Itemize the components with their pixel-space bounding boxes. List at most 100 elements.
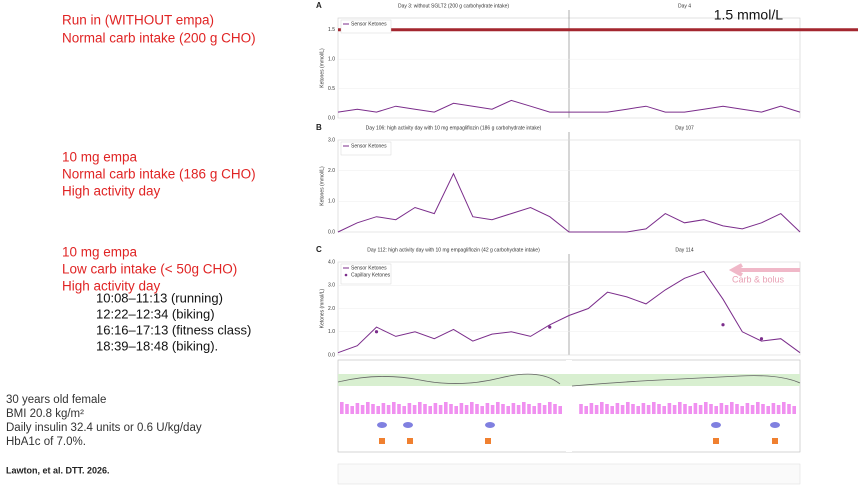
capillary-point: [759, 337, 764, 341]
insulin-bar: [360, 405, 365, 414]
insulin-bar: [464, 405, 469, 414]
capillary-point: [548, 325, 552, 329]
insulin-bar: [584, 406, 588, 414]
legend-label: Capillary Ketones: [351, 272, 391, 278]
y-axis-label: Ketones (mmol/L): [319, 48, 325, 88]
insulin-bar: [537, 403, 542, 414]
insulin-bar: [704, 402, 708, 414]
y-axis-label: Ketones (mmol/L): [319, 288, 325, 328]
ketone-line: [337, 172, 801, 233]
condition-text: Normal carb intake (200 g CHO): [62, 31, 256, 46]
insulin-bar: [610, 406, 614, 414]
insulin-bar: [381, 403, 386, 414]
insulin-bar: [636, 406, 640, 414]
insulin-bar: [444, 402, 448, 414]
citation: Lawton, et al. DTT. 2026.: [6, 465, 110, 475]
legend-box: [340, 263, 392, 285]
panel-label: C: [316, 245, 322, 254]
insulin-bar: [418, 402, 422, 414]
event-marker: [485, 422, 495, 428]
insulin-bar: [470, 402, 474, 414]
insulin-bar: [787, 404, 791, 414]
annotation-arrow: [728, 263, 800, 277]
event-marker: [770, 422, 780, 428]
capillary-point: [374, 330, 379, 334]
insulin-bar: [522, 402, 526, 414]
y-tick-label: 1.5: [328, 27, 335, 33]
insulin-bar: [516, 405, 521, 414]
insulin-bar: [782, 402, 786, 414]
insulin-bar: [667, 403, 672, 414]
legend-box: [340, 141, 392, 156]
legend-swatch: [344, 273, 348, 277]
chart-title: Day 112: high activity day with 10 mg em…: [367, 247, 540, 253]
insulin-bar: [683, 404, 687, 414]
insulin-bar: [766, 406, 770, 414]
y-tick-label: 0.0: [328, 229, 335, 235]
activity-text: 16:16–17:13 (fitness class): [96, 322, 251, 337]
insulin-bar: [392, 402, 396, 414]
insulin-bar: [698, 405, 703, 414]
insulin-bar: [402, 406, 406, 414]
insulin-bar: [438, 405, 443, 414]
insulin-bar: [506, 406, 510, 414]
insulin-bar: [641, 403, 646, 414]
insulin-bar: [626, 402, 630, 414]
insulin-bar: [719, 403, 724, 414]
insulin-bar: [594, 405, 599, 414]
insulin-bar: [589, 403, 594, 414]
insulin-bar: [662, 406, 666, 414]
insulin-bar: [511, 403, 516, 414]
insulin-bar: [542, 405, 547, 414]
patient-text: 30 years old female: [6, 394, 106, 406]
insulin-bar: [371, 404, 375, 414]
y-tick-label: 4.0: [328, 259, 335, 265]
chart-title: Day 3: without SGLT2 (200 g carbohydrate…: [398, 3, 509, 9]
insulin-bar: [792, 406, 796, 414]
insulin-bar: [730, 402, 734, 414]
legend-label: Sensor Ketones: [351, 21, 387, 27]
patient-text: Daily insulin 32.4 units or 0.6 U/kg/day: [6, 422, 202, 434]
y-tick-label: 2.0: [328, 306, 335, 312]
carb-marker: [713, 438, 719, 444]
chart-title: Day 114: [675, 247, 693, 253]
capillary-point: [721, 323, 725, 327]
activity-text: 10:08–11:13 (running): [96, 290, 223, 305]
y-tick-label: 1.0: [328, 199, 335, 205]
insulin-bar: [605, 404, 609, 414]
y-axis-label: Ketones (mmol/L): [319, 166, 325, 206]
insulin-bar: [724, 405, 729, 414]
insulin-bar: [376, 406, 380, 414]
insulin-bar: [454, 406, 458, 414]
chart-title: Day 106: high activity day with 10 mg em…: [366, 125, 542, 131]
insulin-bar: [776, 405, 781, 414]
insulin-bar: [501, 404, 505, 414]
insulin-bar: [735, 404, 739, 414]
panel-label: B: [316, 123, 322, 132]
insulin-bar: [620, 405, 625, 414]
condition-text: Normal carb intake (186 g CHO): [62, 167, 256, 182]
target-band: [338, 374, 800, 386]
legend-box: [340, 19, 392, 34]
event-marker: [403, 422, 413, 428]
patient-text: BMI 20.8 kg/m²: [6, 408, 84, 420]
insulin-bar: [423, 404, 427, 414]
insulin-bar: [709, 404, 713, 414]
insulin-bar: [688, 406, 692, 414]
insulin-bar: [386, 405, 391, 414]
glucose-trace: [337, 373, 801, 387]
carb-marker: [379, 438, 385, 444]
chart-title: Day 107: [675, 125, 694, 131]
insulin-bar: [714, 406, 718, 414]
insulin-bar: [652, 402, 656, 414]
condition-text: 10 mg empa: [62, 245, 138, 260]
y-tick-label: 3.0: [328, 137, 335, 143]
insulin-bar: [340, 402, 344, 414]
carb-marker: [485, 438, 491, 444]
event-marker: [377, 422, 387, 428]
condition-text: 10 mg empa: [62, 150, 138, 165]
ketone-line: [337, 270, 801, 354]
